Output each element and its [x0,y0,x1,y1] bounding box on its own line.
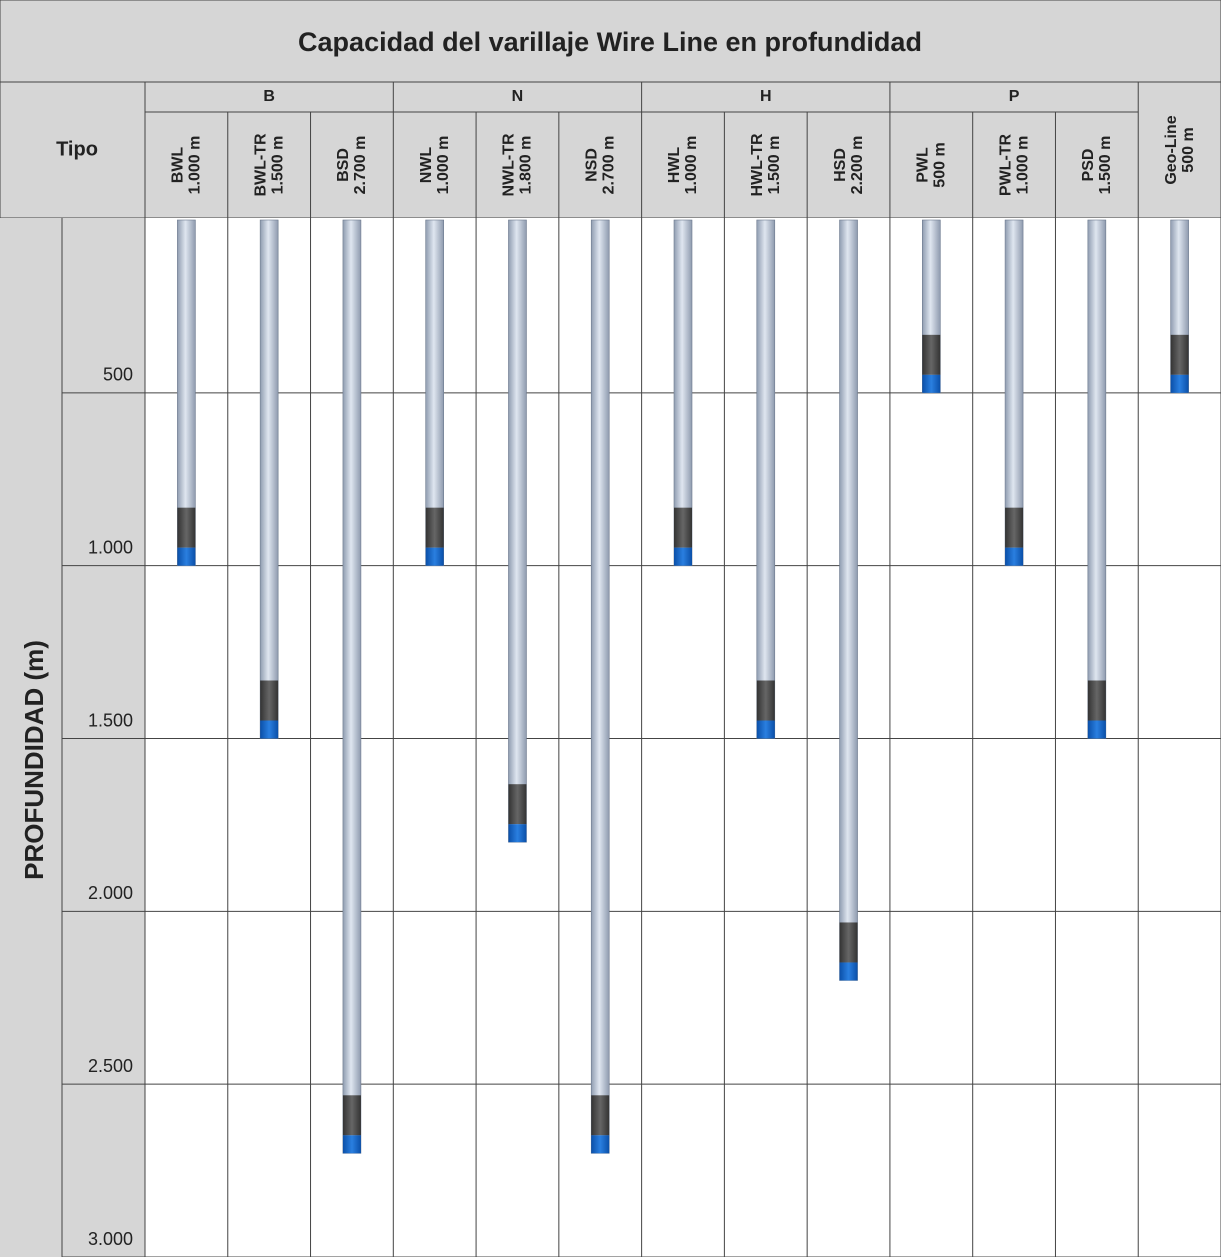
core-barrel [342,1095,361,1136]
y-tick-label: 2.500 [88,1056,133,1076]
category-label: HWL [666,147,683,184]
value-label: 500 m [1180,127,1197,172]
category-label: PWL-TR [997,133,1014,196]
chart-title: Capacidad del varillaje Wire Line en pro… [298,27,922,57]
category-label: BWL [170,147,187,184]
category-label: HSD [832,148,849,182]
core-barrel [1005,507,1024,548]
rod [590,219,610,1154]
drill-bit [1170,374,1189,393]
core-barrel [508,784,527,825]
drill-bit [508,824,527,843]
group-label: P [1009,88,1020,105]
value-label: 1.000 m [1014,136,1031,195]
drill-bit [177,547,196,566]
category-label: BSD [335,148,352,182]
category-label: PSD [1080,149,1097,182]
core-barrel [1170,334,1189,375]
y-tick-label: 1.500 [88,710,133,730]
rod [259,219,279,739]
drill-bit [756,720,775,739]
core-barrel [674,507,692,548]
drill-bit [1005,547,1024,566]
group-label: H [760,88,772,105]
y-axis-label: PROFUNDIDAD (m) [19,640,49,880]
group-label: N [512,88,524,105]
category-label: NWL-TR [501,133,518,197]
y-tick-label: 3.000 [88,1229,133,1249]
core-barrel [177,507,196,548]
core-barrel [922,334,941,375]
y-tick-label: 2.000 [88,883,133,903]
core-barrel [839,922,858,963]
rod [756,219,776,739]
rod [1087,219,1107,739]
value-label: 1.500 m [766,136,783,195]
category-label: NSD [583,148,600,182]
core-barrel [425,507,444,548]
value-label: 2.700 m [600,136,617,195]
drill-bit [591,1135,610,1154]
value-label: 1.000 m [683,136,700,195]
category-label: PWL [915,147,932,183]
value-label: 2.700 m [352,136,369,195]
header [0,81,1221,219]
drill-bit [839,962,858,981]
drill-bit [425,547,444,566]
y-tick-label: 500 [103,365,133,385]
value-label: 1.000 m [435,136,452,195]
x-axis-label: Tipo [56,138,98,160]
value-label: 1.800 m [518,136,535,195]
rod [508,219,527,843]
category-label: NWL [418,147,435,184]
value-label: 500 m [932,142,949,187]
core-barrel [756,680,775,721]
value-label: 1.000 m [187,136,204,195]
category-label: HWL-TR [749,133,766,197]
y-tick-label: 1.000 [88,537,133,557]
rod [342,219,362,1154]
drill-bit [922,374,941,393]
group-label: B [263,88,275,105]
core-barrel [260,680,279,721]
value-label: 1.500 m [1097,136,1114,195]
drill-bit [1087,720,1106,739]
drill-bit [260,720,279,739]
drill-bit [342,1135,361,1154]
value-label: 1.500 m [269,136,286,195]
rod [839,219,858,981]
drill-bit [674,547,692,566]
category-label: BWL-TR [252,133,269,197]
core-barrel [591,1095,610,1136]
core-barrel [1087,680,1106,721]
value-label: 2.200 m [849,136,866,195]
category-label: Geo-Line [1163,115,1180,184]
